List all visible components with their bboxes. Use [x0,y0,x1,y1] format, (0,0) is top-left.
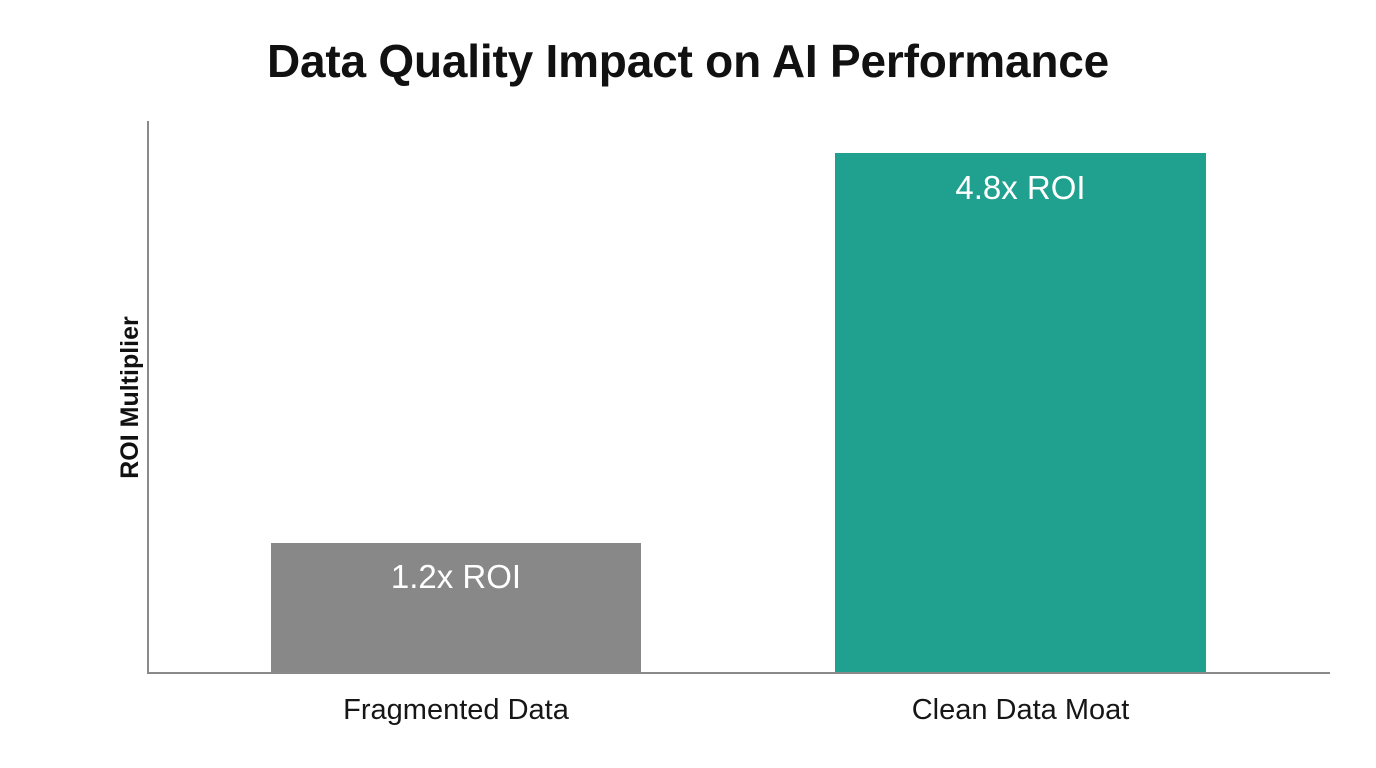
x-tick-label-fragmented-data: Fragmented Data [343,694,569,726]
x-axis-spine [147,672,1330,674]
y-axis-spine [147,121,149,674]
bar-clean-data-moat[interactable]: 4.8x ROI [835,153,1206,673]
bar-value-label-fragmented-data: 1.2x ROI [390,557,522,595]
bar-fragmented-data[interactable]: 1.2x ROI [271,542,641,673]
chart-title: Data Quality Impact on AI Performance [266,35,1110,87]
bar-value-label-clean-data-moat: 4.8x ROI [955,169,1086,207]
y-axis-title: ROI Multiplier [116,316,144,479]
x-tick-label-clean-data-moat: Clean Data Moat [911,694,1130,726]
plot-area: 1.2x ROI 4.8x ROI [147,121,1330,674]
